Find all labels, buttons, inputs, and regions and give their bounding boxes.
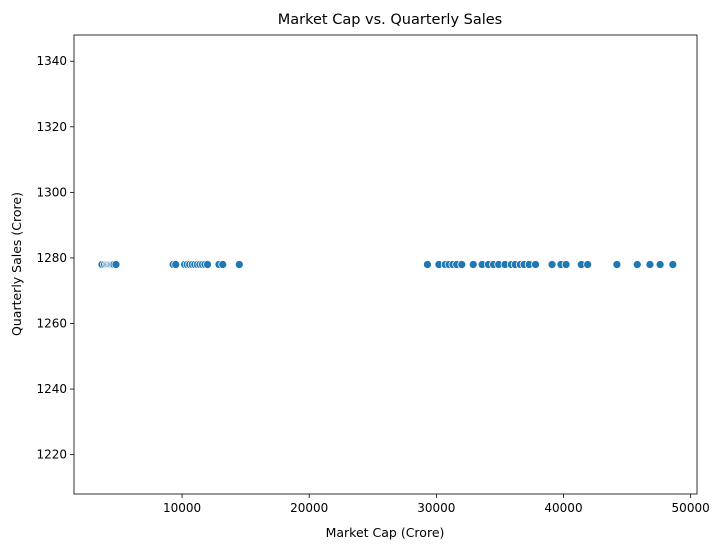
y-tick-label: 1300 — [36, 185, 67, 199]
scatter-point — [171, 260, 181, 269]
scatter-point — [645, 260, 655, 269]
chart-title: Market Cap vs. Quarterly Sales — [278, 12, 502, 28]
points-layer — [97, 260, 678, 269]
x-axis-label: Market Cap (Crore) — [326, 525, 445, 540]
x-tick-label: 20000 — [290, 501, 328, 515]
scatter-point — [531, 260, 540, 269]
x-tick-label: 50000 — [672, 501, 710, 515]
scatter-point — [655, 260, 665, 269]
y-axis: 1220 1240 1260 1280 1300 1320 1340 — [36, 54, 74, 462]
scatter-point — [668, 260, 678, 269]
y-tick-label: 1280 — [36, 251, 67, 265]
scatter-point — [468, 260, 478, 269]
scatter-point — [218, 260, 228, 269]
x-tick-label: 30000 — [417, 501, 455, 515]
y-axis-label: Quarterly Sales (Crore) — [9, 192, 24, 336]
y-tick-label: 1260 — [36, 317, 67, 331]
y-tick-label: 1220 — [36, 448, 67, 462]
y-tick-label: 1320 — [36, 120, 67, 134]
scatter-point — [632, 260, 642, 269]
scatter-point — [423, 260, 432, 269]
scatter-point — [561, 260, 571, 269]
scatter-point — [203, 260, 212, 269]
x-tick-label: 10000 — [163, 501, 201, 515]
x-axis: 10000 20000 30000 40000 50000 — [163, 494, 710, 515]
y-tick-label: 1240 — [36, 382, 67, 396]
scatter-point — [111, 260, 121, 269]
scatter-point — [612, 260, 622, 269]
scatter-point — [583, 260, 593, 269]
y-tick-label: 1340 — [36, 54, 67, 68]
scatter-point — [547, 260, 557, 269]
scatter-point — [457, 260, 467, 269]
scatter-point — [234, 260, 244, 269]
plot-frame — [73, 34, 698, 495]
x-tick-label: 40000 — [544, 501, 582, 515]
